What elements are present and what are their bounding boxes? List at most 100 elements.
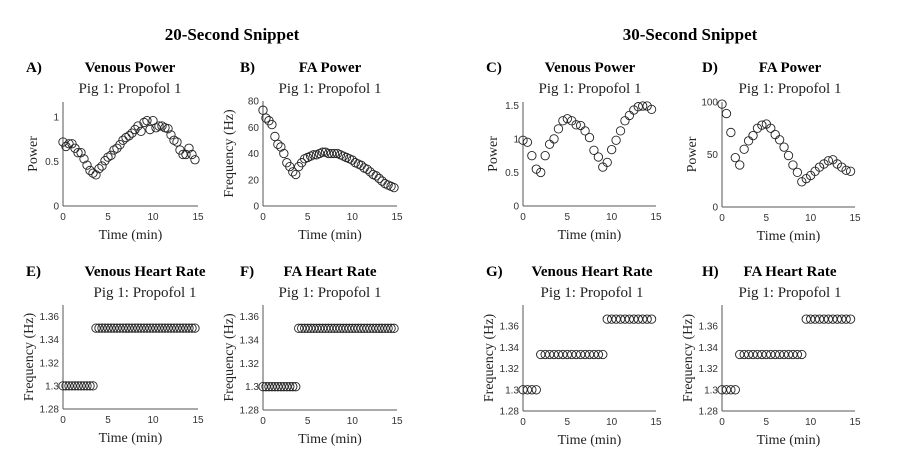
data-point bbox=[611, 135, 621, 145]
y-tick-label: 50 bbox=[707, 150, 719, 161]
data-point bbox=[841, 314, 851, 324]
data-point bbox=[308, 150, 319, 160]
data-point bbox=[148, 323, 158, 333]
y-tick-label: 1.36 bbox=[699, 322, 719, 333]
y-tick-label: 1.36 bbox=[240, 312, 260, 323]
y-axis-label: Power bbox=[486, 136, 501, 172]
data-point bbox=[70, 381, 80, 391]
y-tick-label: 1.32 bbox=[240, 359, 260, 370]
x-tick-label: 0 bbox=[719, 417, 725, 428]
data-point bbox=[743, 349, 754, 360]
data-point bbox=[624, 110, 635, 121]
data-point bbox=[118, 323, 128, 333]
data-point bbox=[571, 120, 581, 130]
data-point bbox=[567, 349, 577, 360]
data-point bbox=[303, 323, 313, 333]
data-point bbox=[593, 152, 604, 162]
data-point bbox=[571, 349, 581, 360]
chart-title: Venous Heart Rate bbox=[84, 264, 205, 280]
data-point bbox=[783, 150, 794, 161]
data-point bbox=[602, 157, 612, 168]
data-point bbox=[166, 130, 176, 140]
data-point bbox=[109, 145, 119, 155]
x-axis-label: Time (min) bbox=[757, 229, 821, 244]
data-point bbox=[151, 123, 161, 133]
data-point bbox=[624, 314, 635, 324]
panel-label: B) bbox=[240, 60, 255, 76]
data-point bbox=[766, 349, 776, 360]
data-point bbox=[598, 349, 608, 360]
data-point bbox=[163, 124, 173, 134]
data-point bbox=[540, 349, 550, 360]
data-point bbox=[607, 314, 617, 324]
data-point bbox=[743, 136, 754, 146]
data-point bbox=[792, 349, 803, 360]
data-point bbox=[792, 167, 803, 178]
data-point bbox=[261, 113, 271, 123]
data-point bbox=[611, 314, 621, 324]
data-point bbox=[356, 323, 366, 333]
data-point bbox=[642, 314, 652, 324]
data-point bbox=[82, 160, 92, 170]
y-axis-label: Frequency (Hz) bbox=[482, 314, 497, 403]
data-point bbox=[810, 314, 820, 324]
data-point bbox=[368, 323, 378, 333]
data-point bbox=[536, 167, 546, 178]
data-point bbox=[320, 323, 331, 333]
data-point bbox=[323, 323, 334, 333]
chart-subtitle: Pig 1: Propofol 1 bbox=[279, 81, 382, 97]
data-point bbox=[522, 385, 533, 395]
data-point bbox=[739, 349, 749, 360]
data-point bbox=[88, 381, 98, 391]
data-point bbox=[187, 323, 197, 333]
data-point bbox=[106, 150, 116, 160]
y-tick-label: 1.3 bbox=[45, 381, 59, 392]
data-point bbox=[112, 323, 122, 333]
chart-subtitle: Pig 1: Propofol 1 bbox=[739, 81, 842, 97]
x-tick-label: 5 bbox=[764, 213, 770, 224]
data-point bbox=[615, 126, 626, 136]
data-point bbox=[121, 132, 131, 143]
data-point bbox=[845, 314, 856, 324]
chart-subtitle: Pig 1: Propofol 1 bbox=[79, 81, 182, 97]
data-point bbox=[558, 116, 568, 126]
chart-subtitle: Pig 1: Propofol 1 bbox=[739, 285, 842, 301]
data-point bbox=[109, 323, 119, 333]
data-point bbox=[145, 323, 155, 333]
data-point bbox=[362, 323, 372, 333]
data-point bbox=[383, 323, 393, 333]
y-tick-label: 1.3 bbox=[505, 385, 519, 396]
y-tick-label: 60 bbox=[248, 123, 260, 134]
x-axis-label: Time (min) bbox=[558, 433, 622, 448]
data-point bbox=[832, 314, 842, 324]
data-point bbox=[819, 314, 829, 324]
data-point bbox=[757, 349, 767, 360]
x-axis-label: Time (min) bbox=[99, 228, 163, 243]
data-point bbox=[94, 323, 104, 333]
data-point bbox=[154, 323, 164, 333]
panel-g: G) Venous Heart Rate Pig 1: Propofol 1 0 5 10… bbox=[482, 264, 662, 448]
data-point bbox=[181, 323, 191, 333]
data-point bbox=[273, 382, 283, 392]
chart-title: FA Power bbox=[759, 60, 822, 76]
x-tick-label: 15 bbox=[192, 212, 204, 223]
data-point bbox=[615, 314, 626, 324]
data-point bbox=[323, 148, 334, 159]
data-point bbox=[85, 381, 95, 391]
data-point bbox=[311, 323, 322, 333]
chart-subtitle: Pig 1: Propofol 1 bbox=[541, 285, 644, 301]
y-tick-label: 0 bbox=[513, 202, 519, 213]
data-point bbox=[157, 323, 167, 333]
data-point bbox=[172, 323, 182, 333]
data-point bbox=[100, 323, 110, 333]
data-point bbox=[598, 162, 608, 172]
chart-subtitle: Pig 1: Propofol 1 bbox=[279, 285, 382, 301]
data-point bbox=[326, 148, 337, 159]
data-point bbox=[103, 152, 113, 162]
data-point bbox=[118, 135, 128, 145]
data-point bbox=[139, 117, 149, 128]
data-point bbox=[518, 135, 528, 145]
x-tick-label: 10 bbox=[805, 417, 817, 428]
data-point bbox=[288, 167, 298, 177]
y-tick-label: 0.5 bbox=[505, 168, 519, 179]
